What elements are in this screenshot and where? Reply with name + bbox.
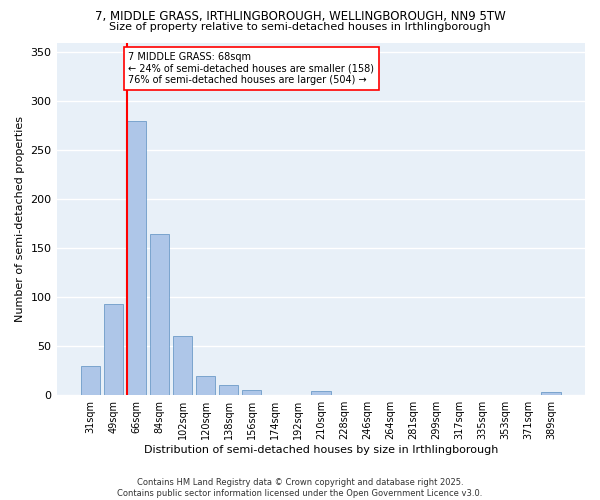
Bar [219, 386, 238, 395]
Bar [242, 390, 262, 395]
Text: 7, MIDDLE GRASS, IRTHLINGBOROUGH, WELLINGBOROUGH, NN9 5TW: 7, MIDDLE GRASS, IRTHLINGBOROUGH, WELLIN… [95, 10, 505, 23]
X-axis label: Distribution of semi-detached houses by size in Irthlingborough: Distribution of semi-detached houses by … [143, 445, 498, 455]
Bar [149, 234, 169, 395]
Bar [311, 392, 331, 395]
Text: Contains HM Land Registry data © Crown copyright and database right 2025.
Contai: Contains HM Land Registry data © Crown c… [118, 478, 482, 498]
Text: 7 MIDDLE GRASS: 68sqm
← 24% of semi-detached houses are smaller (158)
76% of sem: 7 MIDDLE GRASS: 68sqm ← 24% of semi-deta… [128, 52, 374, 86]
Bar [104, 304, 123, 395]
Bar [173, 336, 193, 395]
Bar [80, 366, 100, 395]
Bar [196, 376, 215, 395]
Bar [127, 121, 146, 395]
Text: Size of property relative to semi-detached houses in Irthlingborough: Size of property relative to semi-detach… [109, 22, 491, 32]
Y-axis label: Number of semi-detached properties: Number of semi-detached properties [15, 116, 25, 322]
Bar [541, 392, 561, 395]
